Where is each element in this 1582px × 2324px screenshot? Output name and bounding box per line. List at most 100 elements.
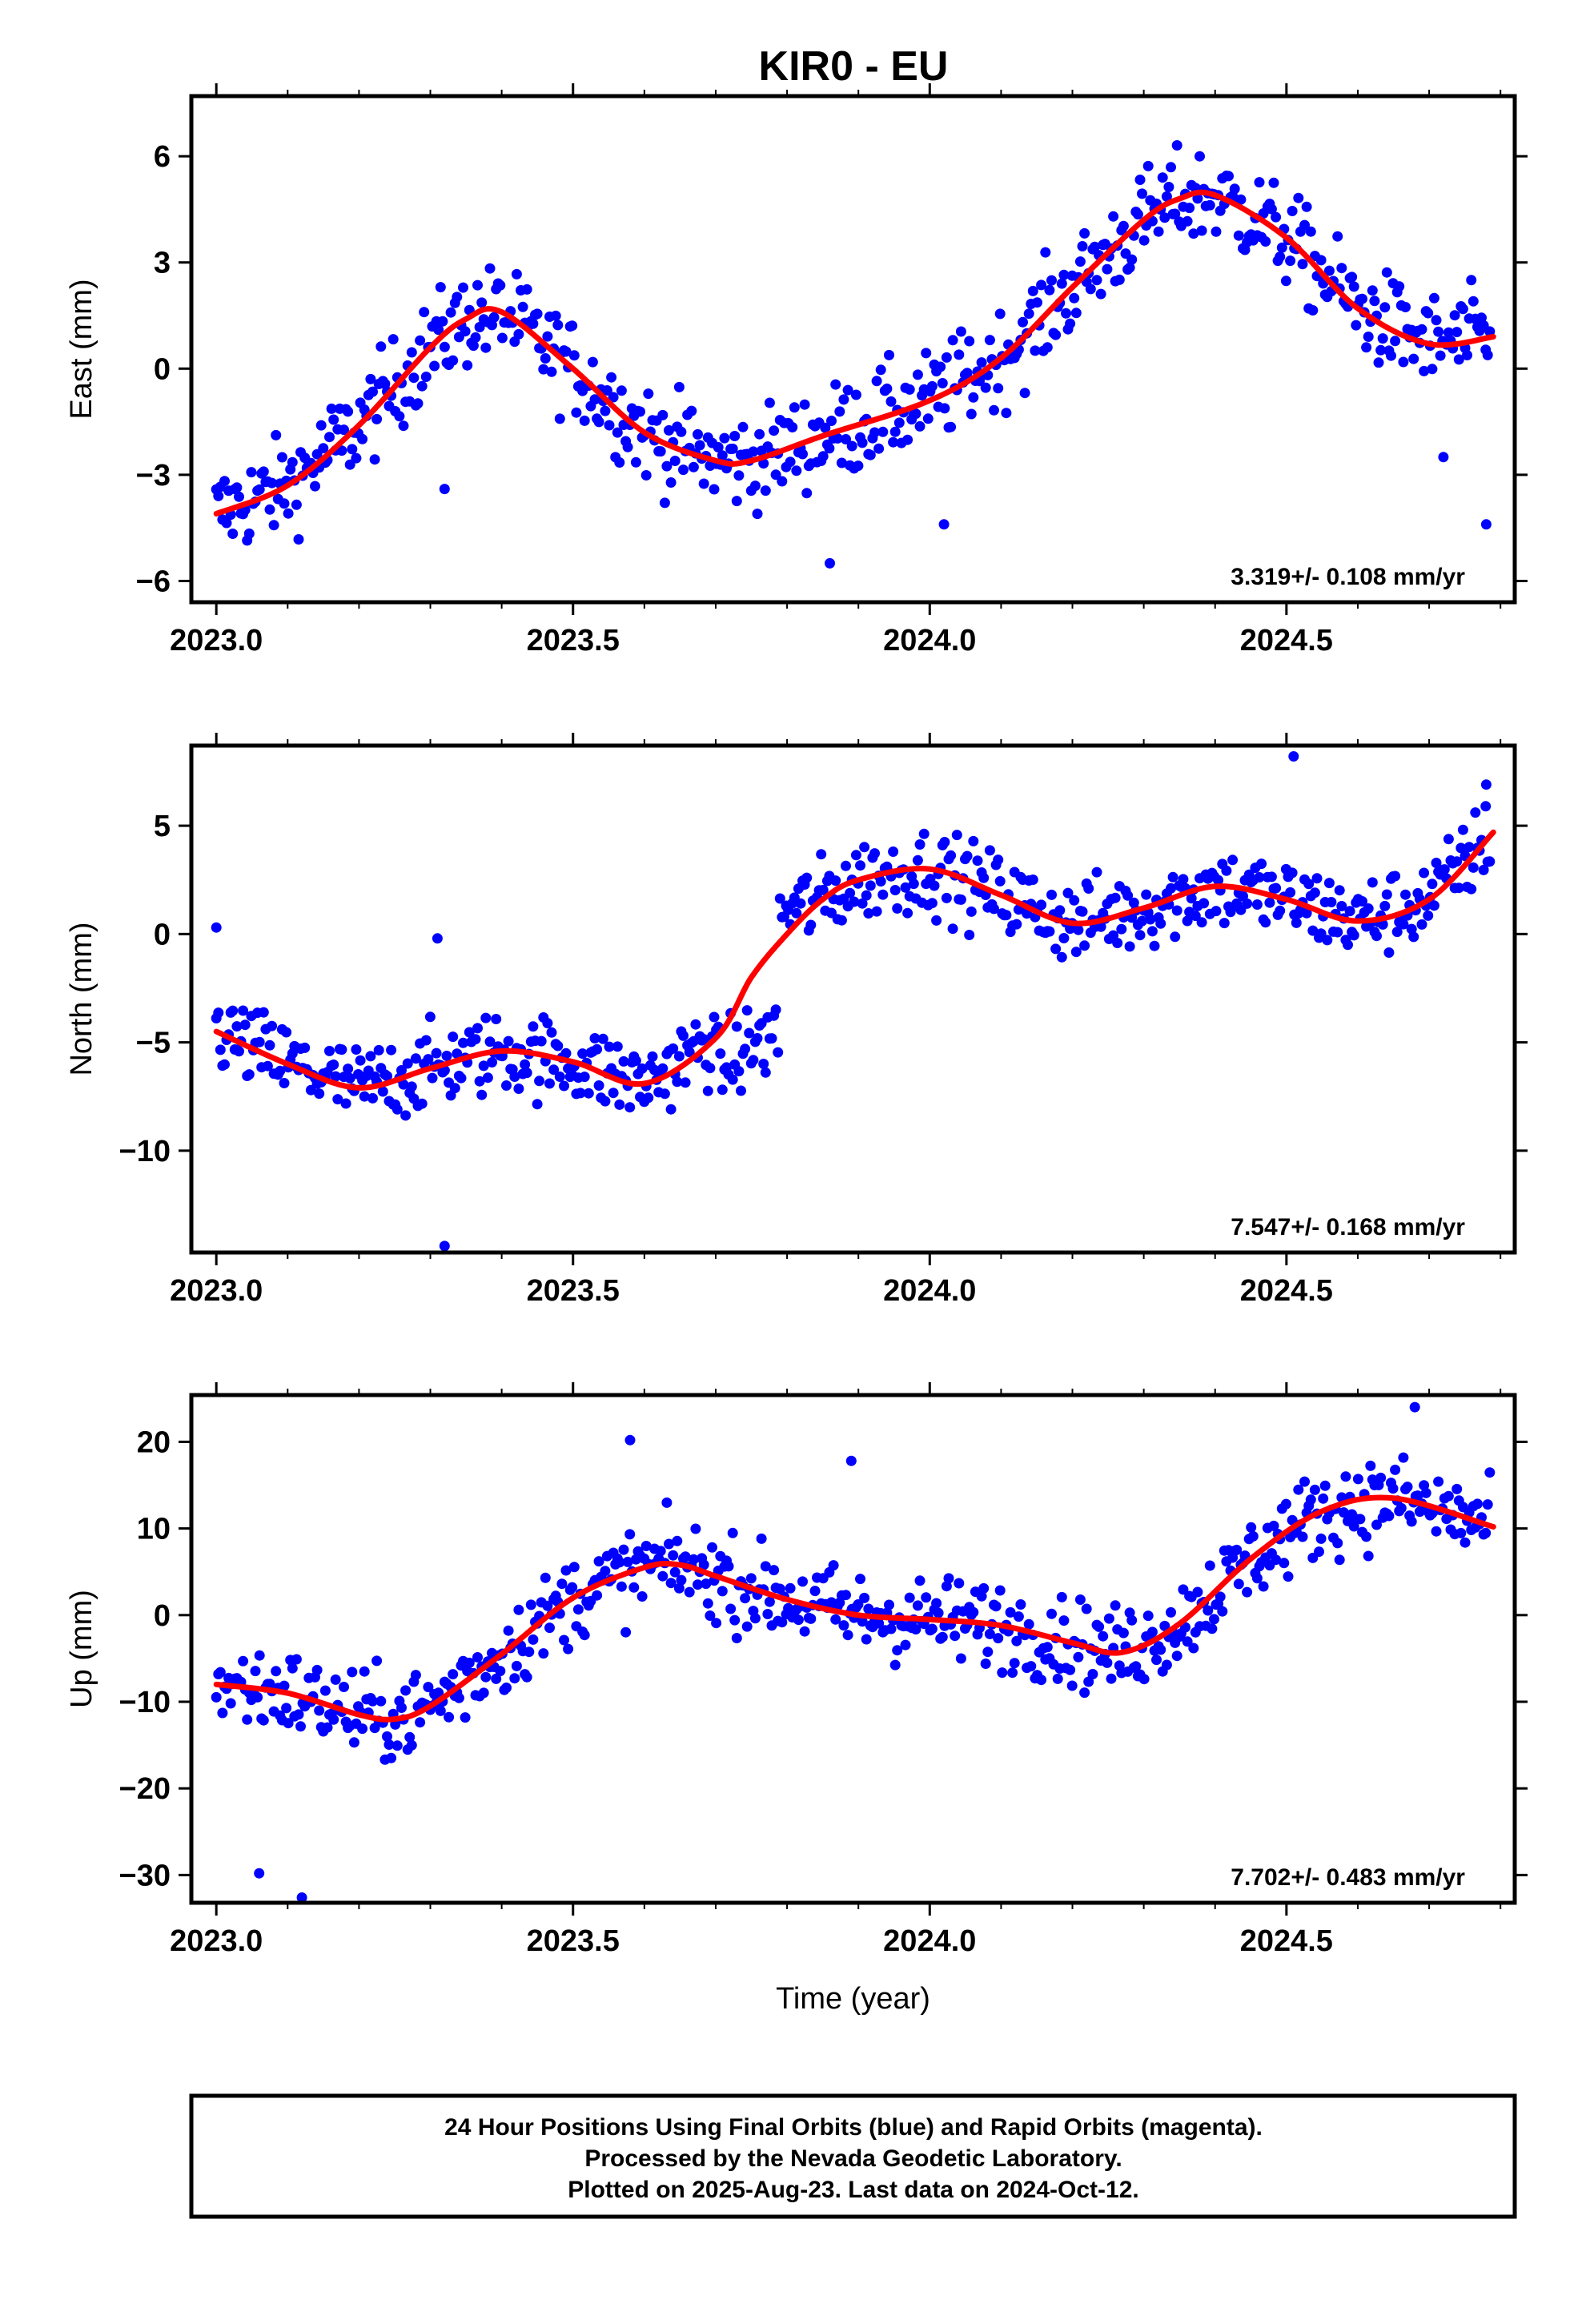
north-data-point xyxy=(1326,897,1337,907)
north-data-point xyxy=(1182,915,1193,927)
east-data-point xyxy=(219,476,230,487)
north-y-axis-label: North (mm) xyxy=(65,922,98,1076)
up-data-point xyxy=(1009,1658,1020,1669)
east-data-point xyxy=(921,348,932,359)
east-data-point xyxy=(1301,201,1312,212)
east-data-point xyxy=(1394,281,1405,292)
north-data-point xyxy=(636,1063,648,1074)
up-data-point xyxy=(1217,1606,1228,1617)
north-data-point xyxy=(402,1058,413,1069)
east-data-point xyxy=(1032,297,1042,308)
north-data-point xyxy=(552,1040,564,1051)
north-data-point xyxy=(1381,889,1392,900)
up-data-point xyxy=(1042,1642,1053,1653)
up-data-point xyxy=(322,1722,333,1733)
up-data-point xyxy=(673,1582,685,1594)
north-data-point xyxy=(234,1046,244,1057)
east-data-point xyxy=(727,443,738,454)
east-data-point xyxy=(1386,350,1396,361)
east-data-point xyxy=(869,427,880,438)
north-data-point xyxy=(299,1042,311,1053)
east-data-point xyxy=(922,413,934,424)
north-data-point xyxy=(1303,879,1315,890)
up-data-point xyxy=(1036,1675,1047,1686)
up-data-point xyxy=(211,1691,222,1703)
east-data-point xyxy=(1427,364,1438,375)
up-data-point xyxy=(1340,1471,1351,1482)
east-data-point xyxy=(1423,308,1434,319)
up-data-point xyxy=(982,1647,994,1658)
up-data-point xyxy=(980,1659,991,1669)
north-data-point xyxy=(918,828,930,839)
east-data-point xyxy=(836,457,847,468)
up-data-point xyxy=(357,1723,368,1735)
north-data-point xyxy=(684,1047,695,1058)
up-data-point xyxy=(622,1556,633,1567)
east-data-point xyxy=(1351,320,1362,331)
north-data-point xyxy=(604,1041,615,1052)
up-data-point xyxy=(1319,1480,1331,1491)
north-data-point xyxy=(624,1102,636,1113)
north-data-point xyxy=(647,1051,658,1062)
north-data-point xyxy=(1379,900,1391,911)
east-data-point xyxy=(832,432,843,444)
north-y-tick-label: 5 xyxy=(154,810,171,843)
up-data-point xyxy=(693,1579,703,1590)
east-data-point xyxy=(968,392,979,403)
east-data-point xyxy=(1271,211,1282,223)
north-data-point xyxy=(340,1098,351,1109)
north-data-point xyxy=(441,1051,452,1061)
east-data-point xyxy=(406,347,417,358)
up-data-point xyxy=(567,1582,578,1593)
east-data-point xyxy=(415,335,426,346)
east-data-point xyxy=(875,364,886,376)
east-data-point xyxy=(1398,356,1409,368)
north-data-point xyxy=(1116,923,1127,935)
north-data-point xyxy=(1439,864,1450,875)
up-data-point xyxy=(559,1634,569,1646)
north-data-point xyxy=(593,1080,604,1091)
north-data-point xyxy=(589,1033,600,1043)
up-data-point xyxy=(900,1639,911,1651)
north-data-point xyxy=(947,923,958,935)
east-data-point xyxy=(480,342,492,353)
north-data-point xyxy=(227,1005,239,1016)
north-data-point xyxy=(849,896,860,907)
east-y-tick-label: 3 xyxy=(154,247,171,280)
up-data-point xyxy=(1371,1519,1382,1530)
up-data-point xyxy=(1431,1526,1442,1537)
north-data-point xyxy=(1309,887,1320,899)
up-data-point xyxy=(1126,1614,1138,1626)
east-data-point xyxy=(1299,219,1310,231)
up-x-tick-label: 2023.0 xyxy=(170,1924,263,1958)
north-data-point xyxy=(386,1044,397,1055)
north-data-point xyxy=(351,1044,362,1055)
north-data-point xyxy=(1307,925,1319,936)
north-data-point xyxy=(657,1063,669,1074)
up-data-point xyxy=(805,1613,817,1624)
east-data-point xyxy=(589,394,600,405)
up-data-point xyxy=(1203,1605,1214,1616)
east-data-point xyxy=(458,282,468,293)
up-data-point xyxy=(572,1604,584,1615)
north-data-point xyxy=(480,1012,492,1023)
east-data-point xyxy=(1381,267,1392,278)
north-data-point xyxy=(1456,842,1467,854)
east-data-point xyxy=(246,467,257,478)
east-frame xyxy=(189,94,1517,605)
north-data-point xyxy=(219,1059,230,1070)
up-data-point xyxy=(503,1625,514,1636)
up-data-point xyxy=(640,1541,652,1551)
east-data-point xyxy=(231,482,243,493)
east-data-point xyxy=(1379,302,1391,313)
east-data-point xyxy=(1118,220,1129,231)
up-data-point xyxy=(1299,1476,1310,1487)
east-data-point xyxy=(1462,350,1472,360)
up-rate-label: 7.702+/- 0.483 mm/yr xyxy=(1231,1864,1465,1891)
north-data-point xyxy=(470,1034,481,1045)
north-data-point xyxy=(1423,910,1434,921)
east-data-point xyxy=(1466,275,1477,286)
north-data-point xyxy=(239,1019,251,1031)
up-data-point xyxy=(281,1703,292,1714)
east-data-point xyxy=(993,383,1004,394)
